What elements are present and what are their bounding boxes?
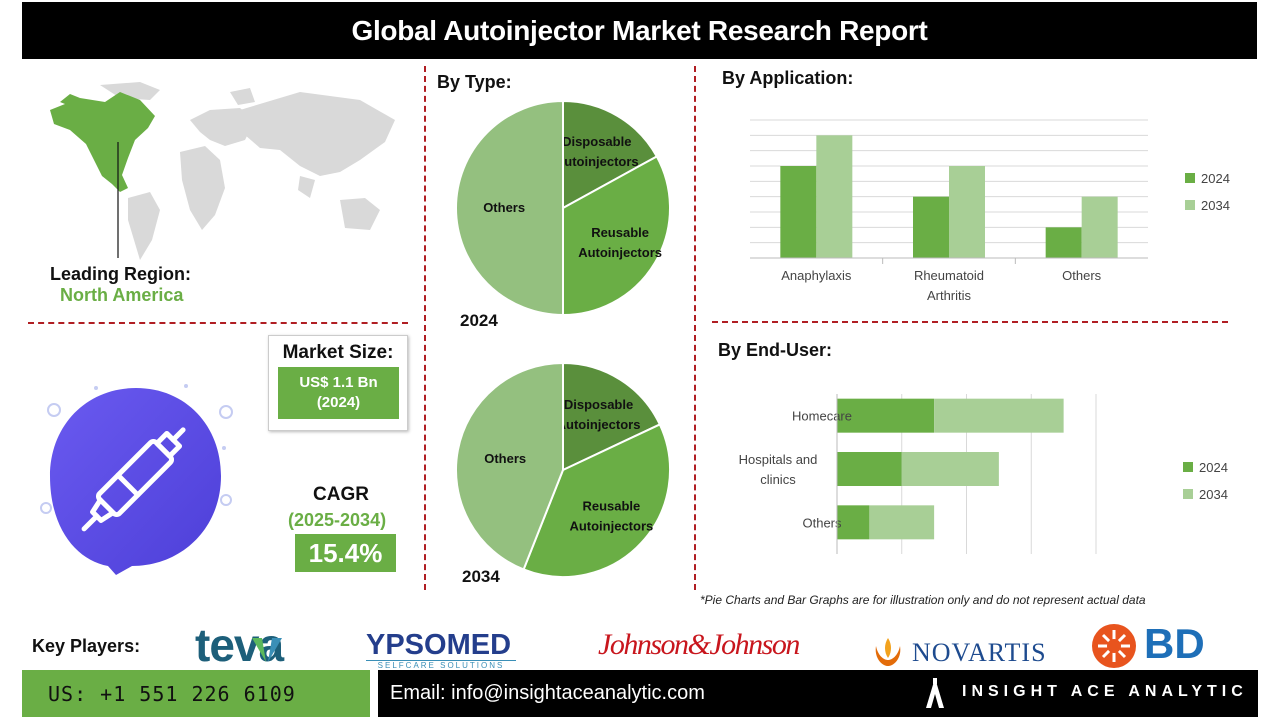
by-application-title: By Application: (722, 68, 854, 88)
footer-phone-bar: US: +1 551 226 6109 (22, 670, 370, 717)
end-category-label-0: Homecare (792, 409, 852, 424)
divider-left-horizontal (28, 322, 408, 324)
end-bar-2034-2 (869, 505, 935, 540)
app-category-label-2: Others (1062, 268, 1102, 283)
pie-2024-slice-1 (562, 155, 671, 317)
pie-2024-slice-2 (455, 99, 564, 317)
end-legend-label-2034: 2034 (1199, 487, 1228, 502)
world-map (50, 82, 395, 260)
end-bar-2024-2 (837, 505, 870, 540)
end-legend-swatch-2024 (1183, 462, 1193, 472)
by-end-user-title: By End-User: (718, 340, 833, 360)
pie-2034-slice-0 (562, 361, 662, 472)
app-legend-swatch-2034 (1185, 200, 1195, 210)
app-legend-swatch-2024 (1185, 173, 1195, 183)
app-bar-2024-0 (780, 166, 817, 258)
pie-2024-label-2: Others (483, 200, 525, 215)
pie-2034-label-1: Reusable Autoinjectors (569, 498, 653, 533)
pie-year-label-2034: 2034 (462, 567, 500, 586)
app-bar-2034-1 (949, 166, 985, 258)
end-bar-2034-1 (901, 452, 999, 486)
type-pies: Disposable Autoinjectors Reusable Autoinjec… (455, 99, 671, 586)
pie-2034-label-0: Disposable Autoinjectors (557, 397, 641, 432)
north-america-shape (50, 92, 155, 192)
footer-email-bar: Email: info@insightaceanalytic.com (378, 670, 1258, 717)
pie-2024-label-0: Disposable Autoinjectors (555, 134, 639, 169)
end-bar-2034-0 (934, 398, 1064, 433)
pie-2024-slice-0 (562, 99, 659, 210)
market-size-label: Market Size: (282, 342, 394, 363)
by-type-title: By Type: (437, 72, 512, 92)
johnson-johnson-logo: Johnson&Johnson (598, 628, 800, 661)
divider-right-horizontal (712, 321, 1228, 323)
end-legend-label-2024: 2024 (1199, 460, 1228, 475)
end-user-bar-chart: Homecare Hospitals and clinics Others 2024 20… (739, 394, 1228, 554)
app-legend-label-2024: 2024 (1201, 171, 1230, 186)
application-bar-chart: Anaphylaxis Rheumatoid Arthritis Others 2024… (750, 119, 1230, 303)
novartis-flame-icon (875, 638, 901, 666)
app-category-label-0: Anaphylaxis (781, 268, 852, 283)
page-title: Global Autoinjector Market Research Repo… (22, 2, 1257, 59)
pie-2034-slice-2 (455, 361, 564, 571)
brand-name: INSIGHT ACE ANALYTIC (962, 683, 1248, 700)
pie-year-label-2024: 2024 (460, 311, 498, 330)
key-players-label: Key Players: (32, 636, 141, 656)
novartis-logo: NOVARTIS (912, 638, 1047, 667)
end-category-label-1: Hospitals and clinics (739, 452, 818, 487)
ypsomed-logo: YPSOMED SELFCARE SOLUTIONS (366, 630, 516, 670)
app-legend-label-2034: 2034 (1201, 198, 1230, 213)
end-category-label-2: Others (802, 515, 842, 530)
leading-region-value: North America (60, 285, 184, 305)
phone-number[interactable]: US: +1 551 226 6109 (48, 681, 296, 706)
market-size-card: Market Size: US$ 1.1 Bn (2024) (268, 335, 408, 431)
pie-2024-label-1: Reusable Autoinjectors (578, 225, 662, 260)
cagr-label: CAGR (313, 484, 369, 505)
divider-right (694, 66, 696, 590)
pie-2034-label-2: Others (484, 451, 526, 466)
bd-logo: BD (1144, 620, 1205, 667)
app-bar-2034-0 (816, 135, 853, 258)
email-address[interactable]: Email: info@insightaceanalytic.com (390, 682, 705, 704)
app-bar-2024-1 (913, 196, 949, 258)
teva-logo: teva (195, 619, 284, 671)
cagr-period: (2025-2034) (288, 510, 387, 530)
autoinjector-icon (40, 384, 233, 575)
pie-2034-slice-1 (522, 423, 671, 578)
market-size-value-line1: US$ 1.1 Bn (299, 374, 378, 391)
end-bar-2024-1 (837, 452, 902, 486)
insight-ace-logo-icon (926, 678, 944, 708)
end-bar-2024-0 (837, 398, 935, 433)
teva-leaf-icon (252, 638, 282, 662)
app-bar-2034-2 (1081, 196, 1118, 258)
cagr-value: 15.4% (295, 534, 396, 572)
end-legend-swatch-2034 (1183, 489, 1193, 499)
app-category-label-1: Rheumatoid Arthritis (914, 268, 984, 303)
disclaimer-note: *Pie Charts and Bar Graphs are for illus… (700, 593, 1146, 607)
market-size-value: US$ 1.1 Bn (2024) (278, 367, 399, 419)
leading-region-label: Leading Region: (50, 264, 191, 284)
market-size-value-line2: (2024) (316, 394, 361, 411)
app-bar-2024-2 (1045, 227, 1082, 258)
divider-left (424, 66, 426, 590)
bd-logo-icon (1092, 624, 1136, 668)
